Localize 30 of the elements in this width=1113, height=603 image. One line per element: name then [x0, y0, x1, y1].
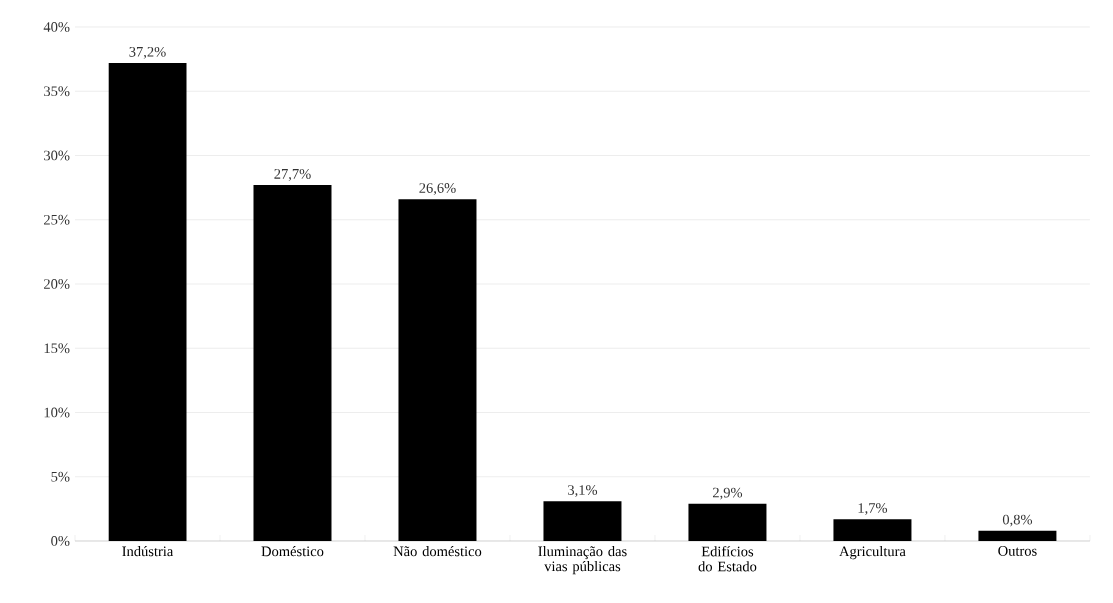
bar	[253, 185, 332, 541]
x-tick-label: Agricultura	[839, 546, 906, 560]
y-tick-label: 30%	[44, 150, 70, 161]
data-label: 2,9%	[713, 487, 743, 500]
y-tick-label: 15%	[44, 343, 70, 354]
x-tick-label: Não doméstico	[393, 546, 482, 557]
y-tick-label: 0%	[51, 536, 70, 546]
y-tick-label: 40%	[43, 22, 70, 32]
y-tick-label: 10%	[44, 407, 70, 418]
bar	[833, 519, 912, 541]
bar	[978, 530, 1057, 541]
x-tick-label: Edifícios do Estado	[698, 546, 757, 572]
y-tick-label: 35%	[44, 86, 70, 97]
y-tick-label: 5%	[51, 471, 70, 482]
data-label: 1,7%	[858, 503, 888, 515]
bar	[543, 501, 622, 541]
bar	[688, 503, 767, 541]
data-label: 0,8%	[1002, 514, 1033, 527]
data-label: 37,2%	[129, 46, 166, 59]
x-tick-label: Outros	[998, 546, 1037, 556]
x-tick-label: Indústria	[122, 546, 174, 557]
bar	[108, 62, 187, 541]
y-tick-label: 25%	[44, 214, 70, 225]
data-label: 27,7%	[274, 168, 311, 181]
x-tick-label: Doméstico	[261, 546, 324, 557]
y-tick-label: 20%	[44, 279, 70, 289]
data-label: 3,1%	[568, 485, 598, 497]
data-label: 26,6%	[419, 183, 456, 195]
x-tick-label: Iluminação das vias públicas	[538, 546, 627, 575]
bar	[398, 199, 477, 541]
